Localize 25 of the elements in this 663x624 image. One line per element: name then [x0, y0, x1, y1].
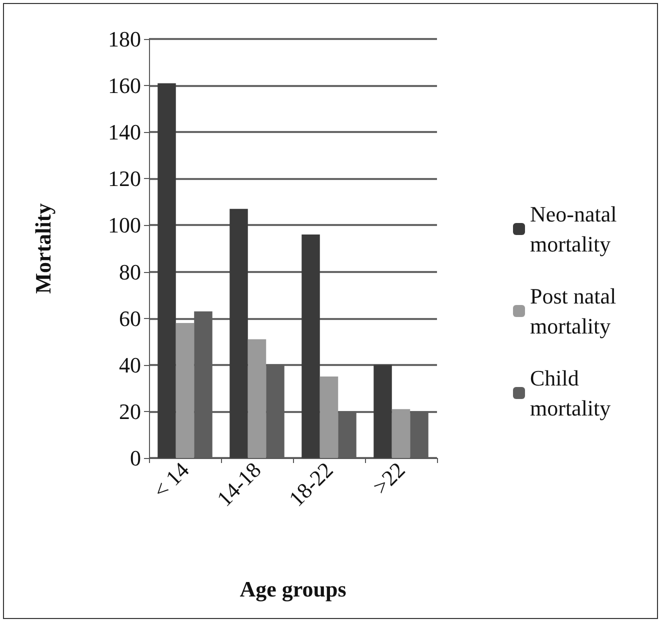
bar [374, 364, 392, 458]
y-tick-label: 20 [119, 398, 141, 424]
x-tick-label: < 14 [148, 457, 194, 504]
y-tick-label: 0 [130, 446, 141, 470]
y-tick-label: 140 [108, 120, 141, 145]
x-tick-label: >22 [368, 457, 410, 500]
bar [320, 376, 338, 458]
bar [248, 339, 266, 458]
bar [158, 83, 176, 458]
y-tick-label: 60 [119, 306, 141, 331]
y-tick-label: 160 [108, 73, 141, 98]
legend-label: Child mortality [530, 366, 611, 420]
bar [392, 409, 410, 458]
y-tick-label: 180 [108, 26, 141, 52]
legend-label: Post natal mortality [530, 284, 622, 338]
legend-label: Neo-natal mortality [530, 202, 622, 256]
bar [230, 208, 248, 458]
y-tick-label: 100 [108, 212, 141, 238]
y-axis-title: Mortality [30, 203, 56, 294]
y-tick-label: 120 [108, 166, 141, 192]
y-tick-label: 80 [119, 259, 141, 284]
bar [176, 322, 194, 458]
x-axis-title: Age groups [240, 576, 347, 602]
bar [302, 234, 320, 458]
y-tick-label: 40 [119, 352, 141, 378]
